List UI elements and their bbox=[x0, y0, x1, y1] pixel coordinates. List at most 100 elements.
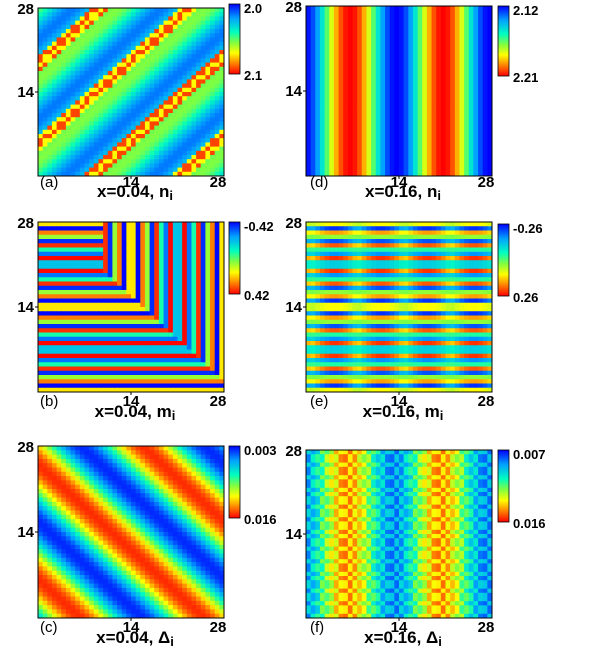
heatmap-cell bbox=[219, 319, 225, 325]
heatmap-cell bbox=[131, 8, 137, 13]
heatmap-cell bbox=[107, 302, 113, 308]
heatmap-cell bbox=[412, 99, 419, 105]
heatmap-cell bbox=[408, 129, 414, 134]
heatmap-cell bbox=[168, 234, 174, 240]
heatmap-cell bbox=[431, 226, 437, 231]
heatmap-cell bbox=[70, 138, 76, 143]
heatmap-cell bbox=[135, 142, 141, 148]
heatmap-cell bbox=[459, 120, 465, 126]
heatmap-cell bbox=[61, 58, 67, 64]
heatmap-cell bbox=[219, 294, 225, 299]
heatmap-cell bbox=[210, 307, 216, 312]
heatmap-cell bbox=[163, 379, 169, 384]
heatmap-cell bbox=[468, 82, 474, 88]
heatmap-cell bbox=[38, 134, 44, 139]
heatmap-cell bbox=[149, 41, 155, 47]
heatmap-cell bbox=[154, 302, 160, 308]
heatmap-cell bbox=[440, 163, 446, 168]
heatmap-cell bbox=[468, 103, 474, 109]
heatmap-cell bbox=[121, 264, 127, 270]
heatmap-cell bbox=[487, 61, 493, 66]
heatmap-cell bbox=[131, 159, 137, 164]
heatmap-cell bbox=[191, 20, 197, 26]
heatmap-cell bbox=[450, 142, 456, 147]
heatmap-cell bbox=[93, 142, 99, 148]
heatmap-cell bbox=[412, 133, 419, 139]
heatmap-cell bbox=[154, 379, 160, 384]
heatmap-cell bbox=[38, 370, 44, 376]
heatmap-cell bbox=[56, 273, 62, 278]
heatmap-cell bbox=[385, 103, 391, 109]
heatmap-cell bbox=[93, 113, 99, 118]
heatmap-cell bbox=[70, 79, 76, 85]
heatmap-cell bbox=[426, 6, 433, 11]
heatmap-cell bbox=[403, 112, 409, 117]
heatmap-cell bbox=[70, 251, 76, 257]
heatmap-cell bbox=[200, 129, 206, 135]
heatmap-cell bbox=[200, 150, 206, 156]
heatmap-cell bbox=[65, 100, 72, 106]
heatmap-cell bbox=[135, 37, 141, 43]
heatmap-cell bbox=[191, 71, 197, 76]
heatmap-cell bbox=[126, 328, 132, 333]
heatmap-cell bbox=[431, 222, 437, 227]
heatmap-cell bbox=[65, 163, 72, 169]
heatmap-cell bbox=[158, 379, 165, 384]
heatmap-cell bbox=[380, 163, 386, 168]
heatmap-cell bbox=[112, 8, 118, 13]
heatmap-cell bbox=[65, 315, 72, 321]
heatmap-cell bbox=[445, 65, 451, 71]
heatmap-cell bbox=[459, 61, 465, 66]
heatmap-cell bbox=[135, 387, 141, 393]
heatmap-cell bbox=[42, 264, 48, 270]
heatmap-cell bbox=[135, 12, 141, 17]
heatmap-cell bbox=[70, 12, 76, 17]
heatmap-cell bbox=[200, 163, 206, 169]
heatmap-cell bbox=[473, 78, 479, 83]
heatmap-cell bbox=[205, 290, 211, 295]
heatmap-cell bbox=[182, 29, 188, 34]
heatmap-cell bbox=[93, 332, 99, 338]
y-tick-label: 28 bbox=[17, 215, 34, 232]
heatmap-cell bbox=[172, 87, 178, 93]
heatmap-cell bbox=[319, 142, 326, 147]
heatmap-cell bbox=[144, 121, 151, 127]
heatmap-cell bbox=[42, 79, 48, 85]
colorbar-min-label: 0.42 bbox=[244, 288, 269, 303]
heatmap-cell bbox=[158, 155, 165, 160]
heatmap-cell bbox=[385, 120, 391, 126]
heatmap-cell bbox=[172, 24, 178, 30]
heatmap-cell bbox=[182, 290, 188, 295]
heatmap-cell bbox=[422, 112, 428, 117]
heatmap-cell bbox=[182, 251, 188, 257]
heatmap-cell bbox=[214, 349, 220, 355]
heatmap-cell bbox=[112, 336, 118, 342]
heatmap-cell bbox=[61, 324, 67, 329]
heatmap-cell bbox=[163, 8, 169, 13]
heatmap-cell bbox=[352, 125, 358, 130]
heatmap-cell bbox=[310, 14, 316, 20]
heatmap-cell bbox=[144, 41, 151, 47]
heatmap-cell bbox=[319, 125, 326, 130]
heatmap-cell bbox=[117, 328, 123, 333]
heatmap-cell bbox=[186, 150, 192, 156]
heatmap-cell bbox=[324, 69, 330, 75]
heatmap-cell bbox=[375, 10, 381, 15]
heatmap-cell bbox=[440, 86, 446, 92]
heatmap-cell bbox=[210, 375, 216, 380]
heatmap-cell bbox=[186, 87, 192, 93]
heatmap-cell bbox=[306, 163, 312, 168]
heatmap-cell bbox=[98, 113, 104, 118]
heatmap-cell bbox=[445, 120, 451, 126]
heatmap-cell bbox=[385, 125, 391, 130]
heatmap-cell bbox=[454, 142, 460, 147]
heatmap-cell bbox=[47, 83, 53, 89]
heatmap-cell bbox=[107, 230, 113, 236]
heatmap-cell bbox=[75, 37, 81, 43]
heatmap-cell bbox=[121, 79, 127, 85]
heatmap-cell bbox=[135, 264, 141, 270]
heatmap-cell bbox=[154, 58, 160, 64]
heatmap-cell bbox=[408, 234, 414, 240]
heatmap-cell bbox=[79, 349, 85, 355]
heatmap-cell bbox=[219, 366, 225, 372]
